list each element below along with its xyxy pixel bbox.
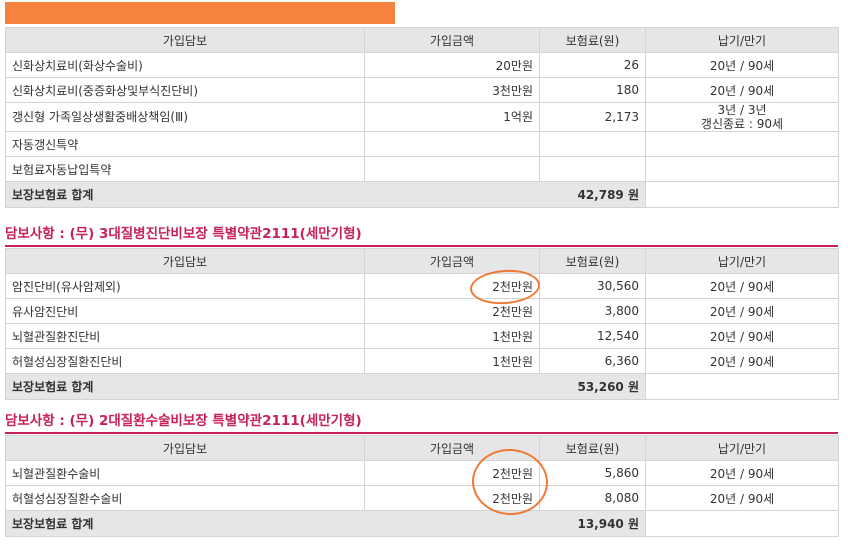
redaction-bar [5,2,395,24]
coverage-term: 20년 / 90세 [645,348,839,374]
coverage-term: 20년 / 90세 [645,77,839,103]
term-line-2: 갱신종료 : 90세 [700,117,784,131]
coverage-amount: 1억원 [364,102,540,132]
total-label: 보장보험료 합계 [5,373,365,400]
total-blank [645,510,839,537]
coverage-table-2: 가입담보 가입금액 보험료(원) 납기/만기 암진단비(유사암제외) 2천만원 … [5,248,839,400]
coverage-term: 20년 / 90세 [645,52,839,78]
coverage-term: 20년 / 90세 [645,460,839,486]
coverage-amount: 2천만원 [364,485,540,511]
coverage-name: 신화상치료비(화상수술비) [5,52,365,78]
table-row: 유사암진단비 2천만원 3,800 20년 / 90세 [5,298,839,324]
coverage-table-1: 가입담보 가입금액 보험료(원) 납기/만기 신화상치료비(화상수술비) 20만… [5,27,839,208]
total-blank [645,373,839,400]
term-line-1: 3년 / 3년 [717,103,767,118]
coverage-premium: 30,560 [539,273,646,299]
total-value: 13,940 원 [364,510,646,537]
coverage-name: 뇌혈관질환수술비 [5,460,365,486]
coverage-term: 20년 / 90세 [645,298,839,324]
section-title: 담보사항 : (무) 3대질병진단비보장 특별약관2111(세만기형) [5,225,838,247]
coverage-premium [539,156,646,182]
coverage-amount [364,156,540,182]
table-row: 자동갱신특약 [5,131,839,157]
coverage-premium: 180 [539,77,646,103]
header-coverage: 가입담보 [5,27,365,53]
header-term: 납기/만기 [645,435,839,461]
coverage-amount: 2천만원 [364,298,540,324]
total-row: 보장보험료 합계 13,940 원 [5,510,839,537]
table-row: 암진단비(유사암제외) 2천만원 30,560 20년 / 90세 [5,273,839,299]
coverage-name: 자동갱신특약 [5,131,365,157]
total-row: 보장보험료 합계 42,789 원 [5,181,839,208]
coverage-term [645,131,839,157]
header-amount: 가입금액 [364,435,540,461]
coverage-term [645,156,839,182]
coverage-term: 20년 / 90세 [645,323,839,349]
total-value: 53,260 원 [364,373,646,400]
total-value: 42,789 원 [364,181,646,208]
header-amount: 가입금액 [364,248,540,274]
coverage-premium: 12,540 [539,323,646,349]
header-amount: 가입금액 [364,27,540,53]
table-header: 가입담보 가입금액 보험료(원) 납기/만기 [5,27,839,53]
coverage-premium: 2,173 [539,102,646,132]
coverage-name: 유사암진단비 [5,298,365,324]
coverage-name: 암진단비(유사암제외) [5,273,365,299]
coverage-premium: 26 [539,52,646,78]
total-label: 보장보험료 합계 [5,181,365,208]
coverage-name: 허혈성심장질환수술비 [5,485,365,511]
table-row: 갱신형 가족일상생활중배상책임(Ⅲ) 1억원 2,173 3년 / 3년 갱신종… [5,102,839,132]
coverage-name: 보험료자동납입특약 [5,156,365,182]
table-row: 허혈성심장질환수술비 2천만원 8,080 20년 / 90세 [5,485,839,511]
table-row: 뇌혈관질환진단비 1천만원 12,540 20년 / 90세 [5,323,839,349]
coverage-amount [364,131,540,157]
total-label: 보장보험료 합계 [5,510,365,537]
coverage-amount: 1천만원 [364,348,540,374]
table-row: 신화상치료비(중증화상및부식진단비) 3천만원 180 20년 / 90세 [5,77,839,103]
section-title: 담보사항 : (무) 2대질환수술비보장 특별약관2111(세만기형) [5,412,838,434]
coverage-term: 3년 / 3년 갱신종료 : 90세 [645,102,839,132]
header-premium: 보험료(원) [539,27,646,53]
coverage-term: 20년 / 90세 [645,273,839,299]
coverage-amount: 20만원 [364,52,540,78]
coverage-premium [539,131,646,157]
table-header: 가입담보 가입금액 보험료(원) 납기/만기 [5,435,839,461]
table-header: 가입담보 가입금액 보험료(원) 납기/만기 [5,248,839,274]
header-term: 납기/만기 [645,248,839,274]
header-coverage: 가입담보 [5,248,365,274]
header-coverage: 가입담보 [5,435,365,461]
coverage-name: 신화상치료비(중증화상및부식진단비) [5,77,365,103]
coverage-name: 갱신형 가족일상생활중배상책임(Ⅲ) [5,102,365,132]
coverage-amount: 3천만원 [364,77,540,103]
total-row: 보장보험료 합계 53,260 원 [5,373,839,400]
coverage-term: 20년 / 90세 [645,485,839,511]
coverage-name: 뇌혈관질환진단비 [5,323,365,349]
table-row: 신화상치료비(화상수술비) 20만원 26 20년 / 90세 [5,52,839,78]
header-premium: 보험료(원) [539,435,646,461]
table-row: 뇌혈관질환수술비 2천만원 5,860 20년 / 90세 [5,460,839,486]
total-blank [645,181,839,208]
coverage-amount: 1천만원 [364,323,540,349]
header-term: 납기/만기 [645,27,839,53]
coverage-table-3: 가입담보 가입금액 보험료(원) 납기/만기 뇌혈관질환수술비 2천만원 5,8… [5,435,839,537]
coverage-name: 허혈성심장질환진단비 [5,348,365,374]
header-premium: 보험료(원) [539,248,646,274]
table-row: 허혈성심장질환진단비 1천만원 6,360 20년 / 90세 [5,348,839,374]
coverage-premium: 6,360 [539,348,646,374]
coverage-premium: 5,860 [539,460,646,486]
coverage-premium: 8,080 [539,485,646,511]
coverage-premium: 3,800 [539,298,646,324]
table-row: 보험료자동납입특약 [5,156,839,182]
